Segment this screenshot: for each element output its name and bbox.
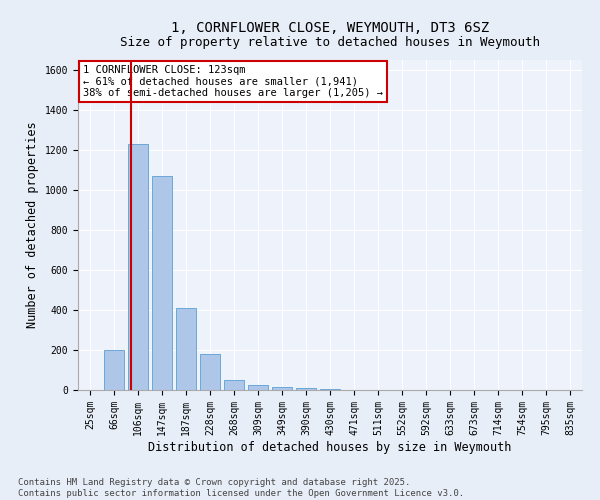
X-axis label: Distribution of detached houses by size in Weymouth: Distribution of detached houses by size …	[148, 440, 512, 454]
Bar	[272, 387, 292, 390]
Bar	[128, 144, 148, 390]
Bar	[224, 380, 244, 390]
Bar	[176, 308, 196, 390]
Y-axis label: Number of detached properties: Number of detached properties	[26, 122, 39, 328]
Bar	[104, 350, 124, 390]
Text: Size of property relative to detached houses in Weymouth: Size of property relative to detached ho…	[120, 36, 540, 49]
Text: 1 CORNFLOWER CLOSE: 123sqm
← 61% of detached houses are smaller (1,941)
38% of s: 1 CORNFLOWER CLOSE: 123sqm ← 61% of deta…	[83, 65, 383, 98]
Bar	[320, 389, 340, 390]
Text: Contains HM Land Registry data © Crown copyright and database right 2025.
Contai: Contains HM Land Registry data © Crown c…	[18, 478, 464, 498]
Bar	[248, 385, 268, 390]
Bar	[296, 388, 316, 390]
Bar	[200, 354, 220, 390]
Text: 1, CORNFLOWER CLOSE, WEYMOUTH, DT3 6SZ: 1, CORNFLOWER CLOSE, WEYMOUTH, DT3 6SZ	[171, 20, 489, 34]
Bar	[152, 176, 172, 390]
